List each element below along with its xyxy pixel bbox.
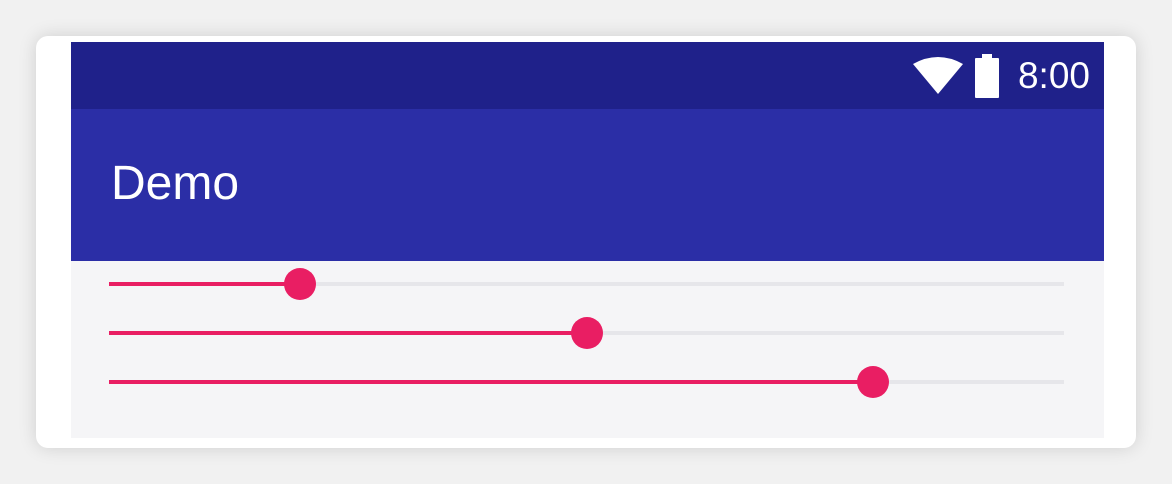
slider-2[interactable] <box>109 316 1064 350</box>
app-title: Demo <box>111 157 240 210</box>
status-time: 8:00 <box>1017 55 1090 96</box>
slider-thumb[interactable] <box>284 268 316 300</box>
status-bar: 8:00 <box>71 42 1104 109</box>
wifi-icon <box>912 56 963 94</box>
slider-fill <box>109 282 300 286</box>
slider-fill <box>109 380 873 384</box>
app-bar: Demo <box>71 109 1104 261</box>
content-area <box>71 261 1104 438</box>
slider-1[interactable] <box>109 267 1064 301</box>
slider-thumb[interactable] <box>570 317 603 349</box>
battery-icon <box>974 53 999 98</box>
slider-track[interactable] <box>109 282 1064 286</box>
phone-screen: 8:00 Demo <box>71 42 1104 438</box>
slider-fill <box>109 331 587 335</box>
slider-3[interactable] <box>109 365 1064 399</box>
status-icons: 8:00 <box>912 53 1090 98</box>
screenshot-card: 8:00 Demo <box>36 36 1136 448</box>
slider-thumb[interactable] <box>857 366 889 398</box>
